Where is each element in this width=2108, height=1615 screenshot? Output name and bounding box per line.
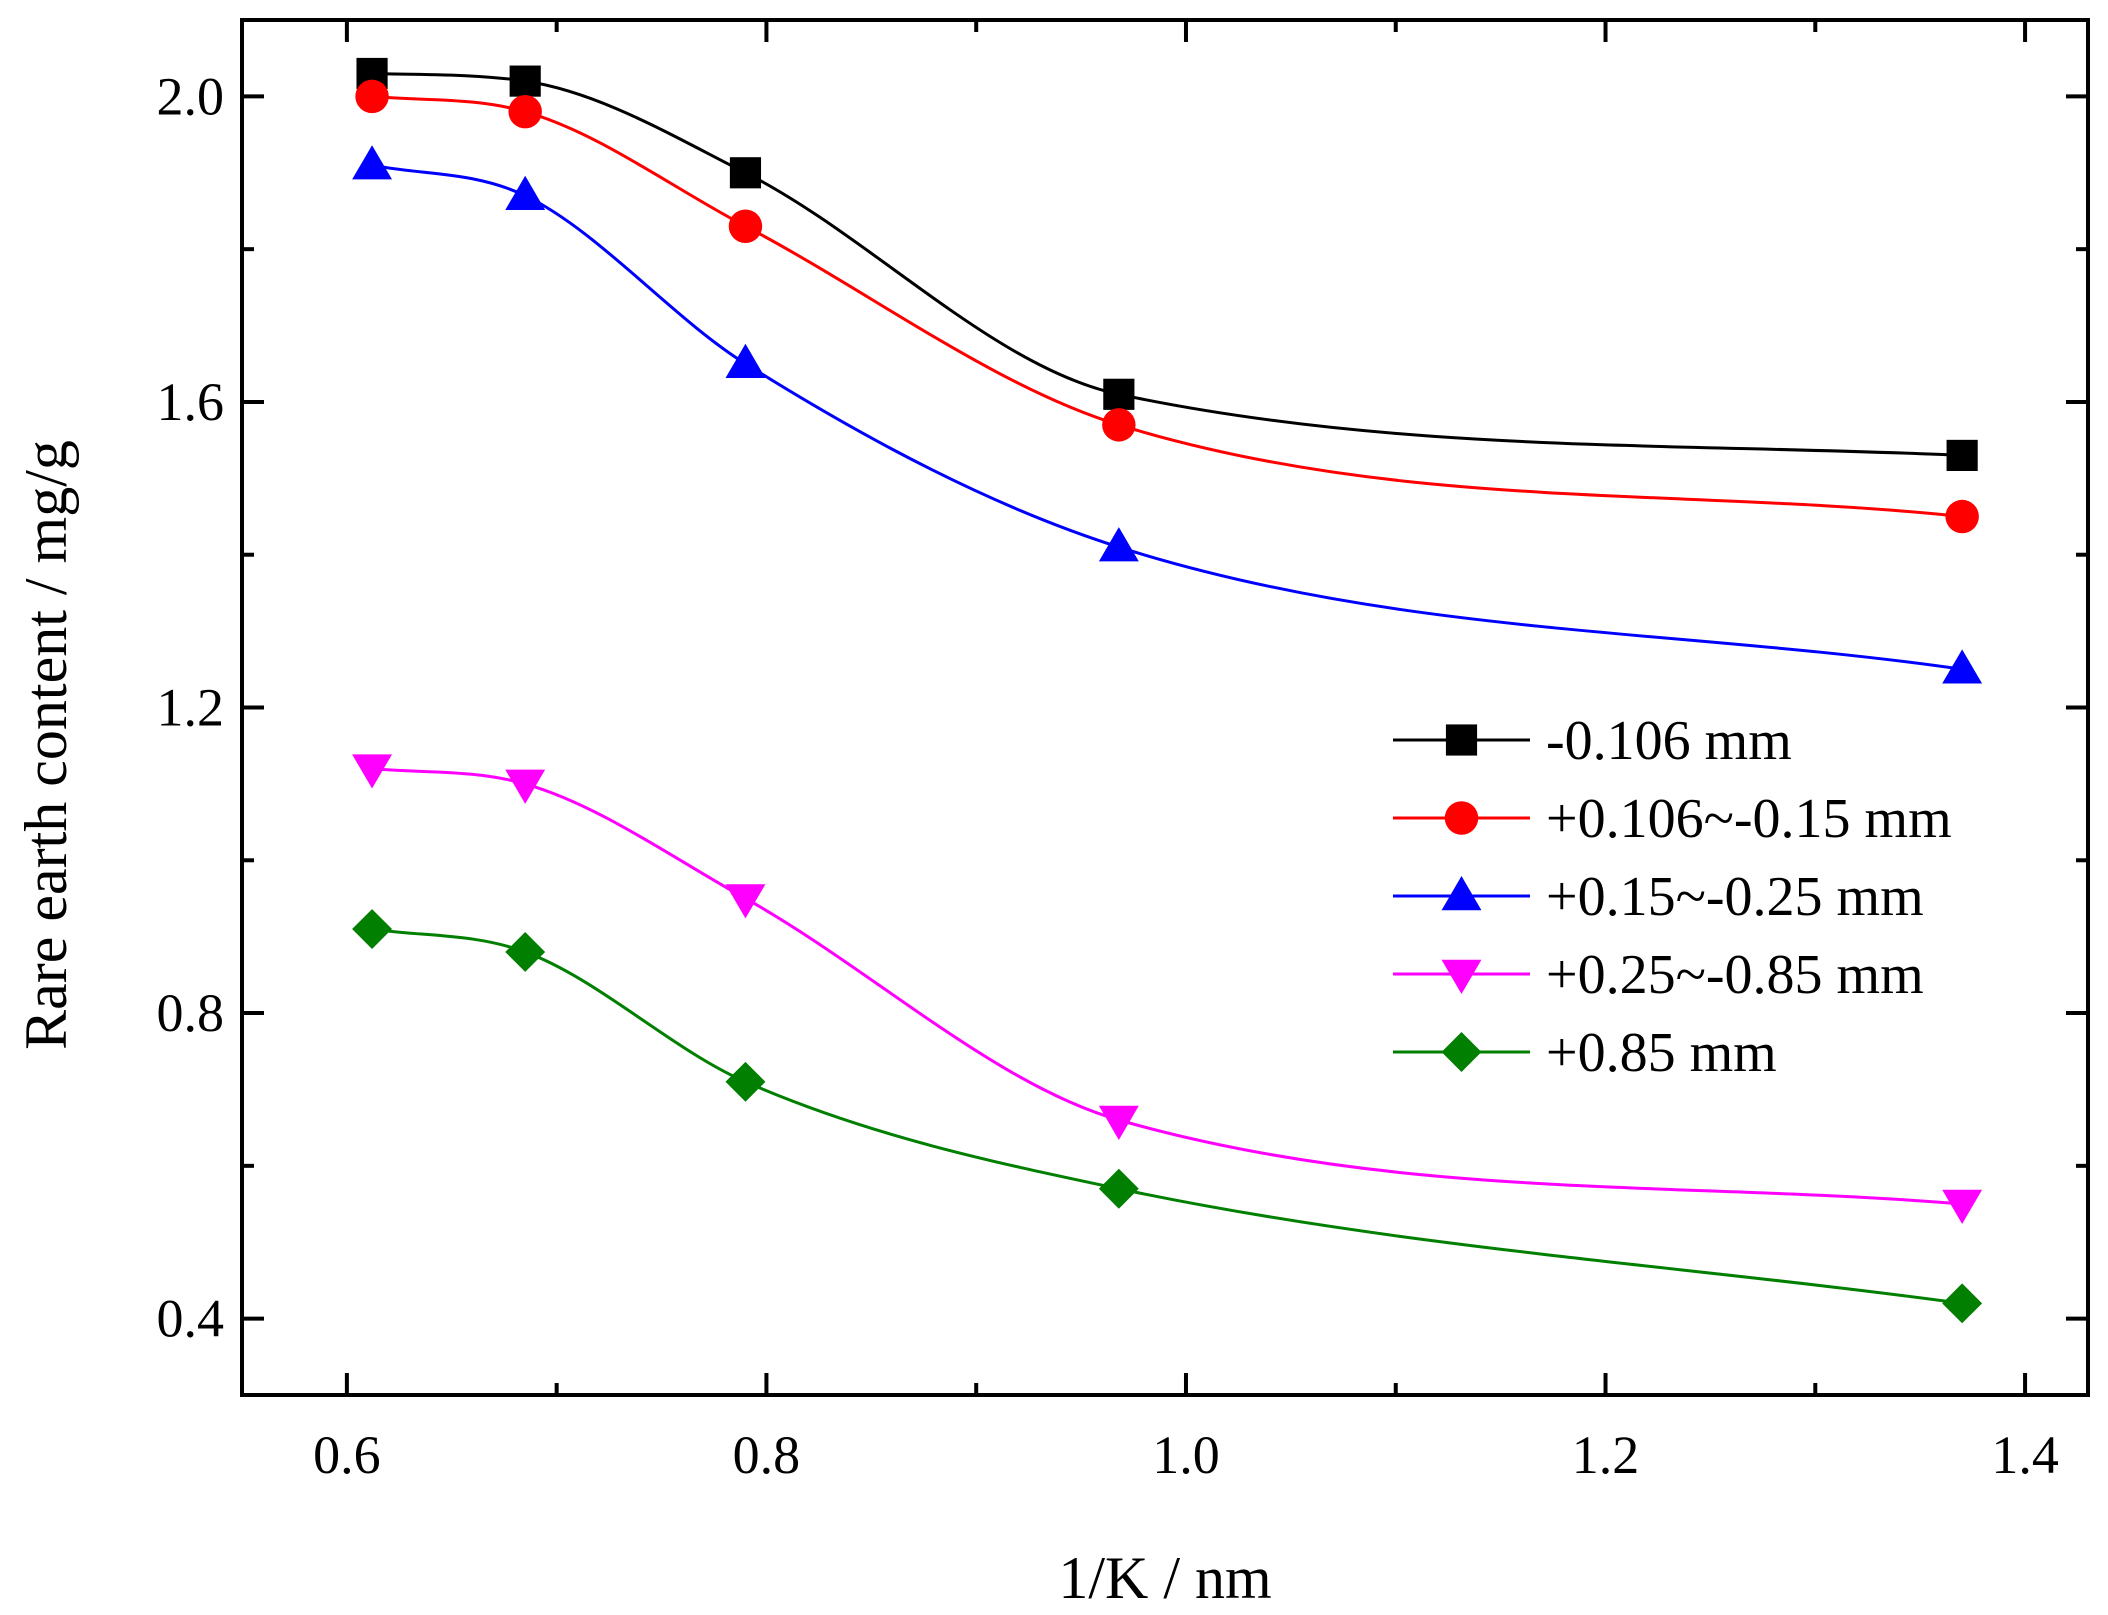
- data-point-s3-2: [725, 884, 766, 919]
- y-tick-label: 2.0: [157, 66, 225, 126]
- data-point-s4-1: [505, 931, 546, 972]
- data-point-s0-2: [729, 157, 762, 189]
- series-markers: [352, 57, 1983, 1324]
- axis-tick-labels: 0.6 0.8 1.0 1.2 1.4 0.4 0.8 1.2 1.6 2.0: [157, 66, 2059, 1485]
- data-point-s3-4: [1942, 1189, 1983, 1224]
- plot-frame: [240, 18, 2090, 1397]
- legend-label: +0.15~-0.25 mm: [1546, 866, 1924, 928]
- data-point-s2-3: [1098, 527, 1139, 562]
- data-point-s0-1: [509, 65, 541, 97]
- x-tick-label: 0.8: [733, 1425, 801, 1485]
- legend-label: -0.106 mm: [1546, 710, 1792, 772]
- data-point-s2-2: [725, 343, 766, 378]
- data-point-s3-0: [352, 754, 393, 789]
- series-line-1: [371, 94, 1963, 519]
- legend-label: +0.106~-0.15 mm: [1546, 788, 1952, 850]
- legend-marker: [1441, 1032, 1482, 1072]
- data-point-s1-4: [1945, 499, 1979, 534]
- data-point-s4-3: [1098, 1168, 1139, 1209]
- data-point-s0-4: [1946, 439, 1978, 471]
- data-point-s4-4: [1942, 1283, 1983, 1324]
- legend-marker: [1444, 801, 1479, 835]
- y-tick-label: 0.4: [157, 1289, 225, 1349]
- legend-marker: [1441, 959, 1482, 994]
- legend-marker: [1441, 876, 1482, 911]
- x-tick-label: 1.4: [1991, 1425, 2059, 1485]
- series-curves: [371, 71, 1963, 1305]
- data-point-s1-1: [508, 94, 542, 129]
- axis-ticks: [242, 20, 2088, 1395]
- legend: -0.106 mm +0.106~-0.15 mm +0.15~-0.25 mm +0…: [1393, 710, 1952, 1084]
- data-point-s2-0: [352, 145, 393, 180]
- data-point-s2-4: [1942, 649, 1983, 684]
- data-point-s1-3: [1102, 408, 1136, 442]
- y-axis-title: Rare earth content / mg/g: [13, 440, 79, 1050]
- series-line-2: [371, 163, 1963, 671]
- data-point-s4-2: [725, 1061, 766, 1102]
- series-line-0: [372, 71, 1963, 457]
- data-point-s2-1: [505, 175, 546, 210]
- data-point-s1-0: [355, 79, 389, 114]
- x-axis-title: 1/K / nm: [1058, 1545, 1271, 1611]
- legend-marker: [1445, 724, 1478, 756]
- y-tick-label: 0.8: [157, 983, 225, 1043]
- data-point-s4-0: [352, 909, 393, 949]
- y-tick-label: 1.2: [157, 678, 225, 738]
- data-point-s3-3: [1098, 1105, 1139, 1140]
- x-tick-label: 1.0: [1152, 1425, 1220, 1485]
- data-point-s3-1: [505, 769, 546, 804]
- x-tick-label: 1.2: [1572, 1425, 1640, 1485]
- legend-label: +0.25~-0.85 mm: [1546, 944, 1924, 1006]
- legend-label: +0.85 mm: [1546, 1022, 1777, 1084]
- data-point-s1-2: [728, 209, 763, 243]
- y-tick-label: 1.6: [157, 372, 225, 432]
- data-point-s0-3: [1103, 378, 1135, 410]
- x-tick-label: 0.6: [313, 1425, 381, 1485]
